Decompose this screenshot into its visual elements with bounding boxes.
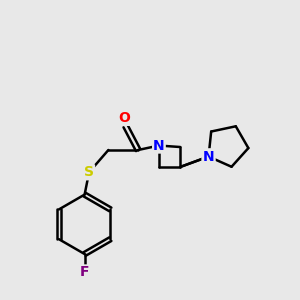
Text: N: N xyxy=(153,139,165,152)
Text: S: S xyxy=(84,165,94,179)
Text: N: N xyxy=(203,149,214,164)
Text: F: F xyxy=(80,266,89,280)
Text: O: O xyxy=(118,111,130,125)
Text: N: N xyxy=(203,149,214,164)
